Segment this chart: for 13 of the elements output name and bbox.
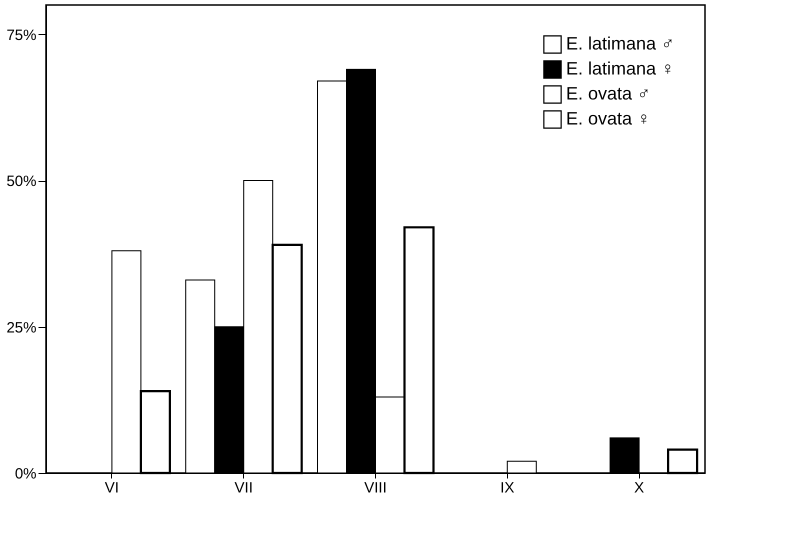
legend-label: E. latimana ♂ [566,34,675,54]
legend-label: E. ovata ♀ [566,108,651,128]
x-tick-label: VI [104,480,119,496]
legend-label: E. latimana ♀ [566,58,675,78]
x-tick-label: X [634,480,644,496]
x-tick-label: VII [234,480,253,496]
legend-label: E. ovata ♂ [566,84,651,104]
x-tick-label: VIII [364,480,387,496]
x-tick-label: IX [500,480,514,496]
y-tick-label: 25% [6,319,36,336]
y-tick-label: 0% [14,466,36,482]
y-tick-label: 50% [6,173,36,190]
y-tick-label: 75% [6,26,36,44]
